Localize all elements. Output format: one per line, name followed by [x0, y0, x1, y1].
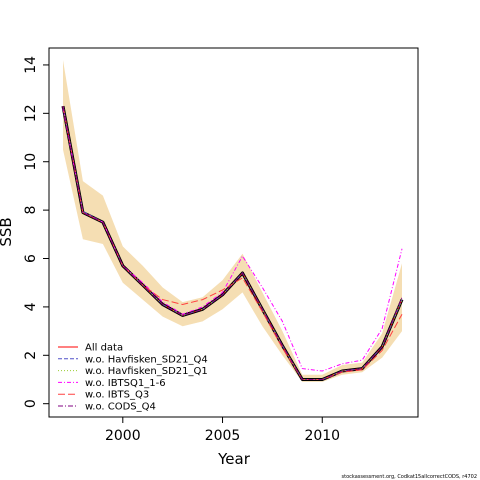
y-tick-label: 10 [23, 153, 39, 171]
y-tick-label: 14 [23, 56, 39, 74]
legend-label-1: All data [85, 343, 123, 354]
y-tick-label: 0 [23, 399, 39, 408]
y-tick-label: 12 [23, 104, 39, 122]
legend-label-4: w.o. IBTSQ1_1-6 [85, 378, 166, 389]
plot-frame [48, 47, 419, 418]
legend-label-3: w.o. Havfisken_SD21_Q1 [85, 366, 208, 377]
y-axis-title: SSB [0, 217, 15, 246]
confidence-band-layer [63, 60, 402, 382]
x-axis-title: Year [217, 450, 251, 468]
main-estimate-layer [61, 105, 404, 381]
y-tick-label: 8 [23, 206, 39, 215]
y-tick-label: 4 [23, 302, 39, 311]
footer-credit: stockassessment.org, Codkat15allcorrectC… [342, 474, 477, 480]
series-line-6 [62, 106, 403, 380]
x-axis: 2000 2005 2010 [105, 417, 340, 444]
y-axis: 0 2 4 6 8 10 12 14 [23, 56, 49, 408]
legend-label-6: w.o. CODS_Q4 [85, 402, 156, 413]
y-tick-label: 2 [23, 351, 39, 360]
x-tick-label: 2005 [205, 428, 241, 444]
series-line-3 [62, 106, 403, 380]
x-tick-label: 2010 [304, 428, 340, 444]
confidence-band [63, 60, 402, 382]
legend-label-5: w.o. IBTS_Q3 [85, 390, 149, 401]
series-layer [62, 106, 403, 380]
ssb-estimate-line [61, 105, 404, 381]
x-tick-label: 2000 [105, 428, 141, 444]
y-tick-label: 6 [23, 254, 39, 263]
legend-label-2: w.o. Havfisken_SD21_Q4 [85, 354, 208, 365]
